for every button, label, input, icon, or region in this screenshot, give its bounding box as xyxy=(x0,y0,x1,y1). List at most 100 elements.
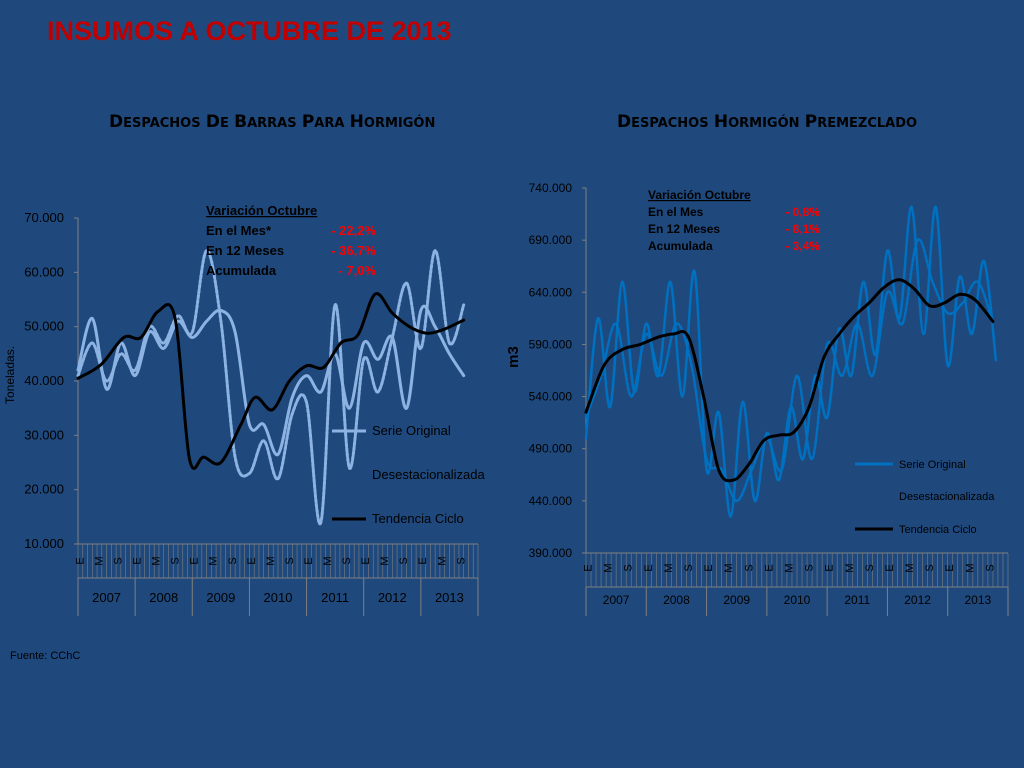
x-month-tick-label: E xyxy=(189,557,201,564)
x-month-tick-label: S xyxy=(284,557,296,564)
x-month-tick-label: E xyxy=(944,564,956,571)
x-month-tick-label: M xyxy=(603,563,615,572)
x-month-tick-label: M xyxy=(265,556,277,565)
variation-label: En el Mes* xyxy=(206,223,272,238)
year-label: 2008 xyxy=(663,593,690,607)
x-month-tick-label: M xyxy=(663,563,675,572)
x-month-tick-label: M xyxy=(723,563,735,572)
x-month-tick-label: E xyxy=(74,557,86,564)
x-month-tick-label: M xyxy=(964,563,976,572)
variation-title: Variación Octubre xyxy=(648,188,751,202)
x-month-tick-label: S xyxy=(455,557,467,564)
year-label: 2007 xyxy=(92,590,121,605)
series-tendencia-line xyxy=(76,292,466,470)
variation-label: En 12 Meses xyxy=(206,243,284,258)
legend-label: Serie Original xyxy=(372,423,451,438)
year-label: 2012 xyxy=(378,590,407,605)
x-month-tick-label: S xyxy=(683,564,695,571)
page-title: INSUMOS A OCTUBRE DE 2013 xyxy=(47,16,452,46)
year-label: 2009 xyxy=(723,593,750,607)
legend-label: Desestacionalizada xyxy=(899,491,995,503)
x-month-tick-label: E xyxy=(132,557,144,564)
x-month-tick-label: S xyxy=(984,564,996,571)
x-month-tick-label: E xyxy=(303,557,315,564)
x-month-tick-label: S xyxy=(623,564,635,571)
x-month-tick-label: M xyxy=(436,556,448,565)
legend-label: Serie Original xyxy=(899,459,966,471)
x-month-tick-label: S xyxy=(112,557,124,564)
year-label: 2010 xyxy=(264,590,293,605)
legend-label: Desestacionalizada xyxy=(372,467,486,482)
x-month-tick-label: S xyxy=(227,557,239,564)
y-tick-label: 390.000 xyxy=(529,546,573,560)
series-desestacionalizada-line xyxy=(76,249,466,526)
series-desestacionalizada-line xyxy=(584,238,995,503)
variation-label: En 12 Meses xyxy=(648,222,720,236)
y-tick-label: 640.000 xyxy=(529,285,573,299)
variation-value: - 22,2% xyxy=(331,223,376,238)
x-month-tick-label: S xyxy=(398,557,410,564)
right-chart-title: DESPACHOS HORMIGÓN PREMEZCLADO xyxy=(617,112,918,132)
y-tick-label: 30.000 xyxy=(24,427,64,442)
year-label: 2013 xyxy=(435,590,464,605)
y-tick-label: 20.000 xyxy=(24,482,64,497)
y-axis-label: Toneladas. xyxy=(3,346,17,404)
source-note: Fuente: CChC xyxy=(10,650,81,662)
x-month-tick-label: S xyxy=(924,564,936,571)
x-month-tick-label: M xyxy=(151,556,163,565)
variation-label: Acumulada xyxy=(206,263,277,278)
x-month-tick-label: E xyxy=(583,564,595,571)
x-month-tick-label: E xyxy=(824,564,836,571)
x-month-tick-label: S xyxy=(804,564,816,571)
x-month-tick-label: M xyxy=(93,556,105,565)
x-month-tick-label: M xyxy=(904,563,916,572)
y-axis-label: m3 xyxy=(505,346,522,368)
variation-value: - 36,7% xyxy=(331,243,376,258)
y-tick-label: 490.000 xyxy=(529,442,573,456)
variation-label: En el Mes xyxy=(648,205,704,219)
series-tendencia-line xyxy=(584,278,995,483)
year-label: 2008 xyxy=(149,590,178,605)
variation-value: - 7,0% xyxy=(338,263,376,278)
variation-label: Acumulada xyxy=(648,239,713,253)
x-month-tick-label: M xyxy=(844,563,856,572)
left-chart-title: DESPACHOS DE BARRAS PARA HORMIGÓN xyxy=(109,112,436,132)
series-original-line xyxy=(76,304,466,457)
x-month-tick-label: E xyxy=(417,557,429,564)
x-month-tick-label: M xyxy=(783,563,795,572)
x-month-tick-label: E xyxy=(246,557,258,564)
year-label: 2011 xyxy=(844,593,870,607)
x-month-tick-label: E xyxy=(763,564,775,571)
legend-label: Tendencia Ciclo xyxy=(372,511,464,526)
year-label: 2011 xyxy=(321,590,349,605)
year-label: 2010 xyxy=(784,593,811,607)
variation-value: - 8,1% xyxy=(785,222,820,236)
series-original-line xyxy=(584,205,998,518)
x-month-tick-label: M xyxy=(322,556,334,565)
y-tick-label: 50.000 xyxy=(24,319,64,334)
year-label: 2007 xyxy=(603,593,630,607)
year-label: 2013 xyxy=(965,593,992,607)
y-tick-label: 540.000 xyxy=(529,390,573,404)
y-tick-label: 590.000 xyxy=(529,337,573,351)
y-tick-label: 440.000 xyxy=(529,494,573,508)
x-month-tick-label: E xyxy=(643,564,655,571)
x-month-tick-label: M xyxy=(208,556,220,565)
year-label: 2009 xyxy=(206,590,235,605)
legend-label: Tendencia Ciclo xyxy=(899,524,977,536)
x-month-tick-label: S xyxy=(743,564,755,571)
y-tick-label: 740.000 xyxy=(529,181,573,195)
year-label: 2012 xyxy=(904,593,931,607)
y-tick-label: 10.000 xyxy=(24,536,64,551)
y-tick-label: 70.000 xyxy=(24,210,64,225)
x-month-tick-label: E xyxy=(703,564,715,571)
x-month-tick-label: S xyxy=(341,557,353,564)
y-tick-label: 690.000 xyxy=(529,233,573,247)
x-month-tick-label: E xyxy=(360,557,372,564)
x-month-tick-label: M xyxy=(379,556,391,565)
y-tick-label: 40.000 xyxy=(24,373,64,388)
variation-title: Variación Octubre xyxy=(206,203,317,218)
x-month-tick-label: S xyxy=(170,557,182,564)
